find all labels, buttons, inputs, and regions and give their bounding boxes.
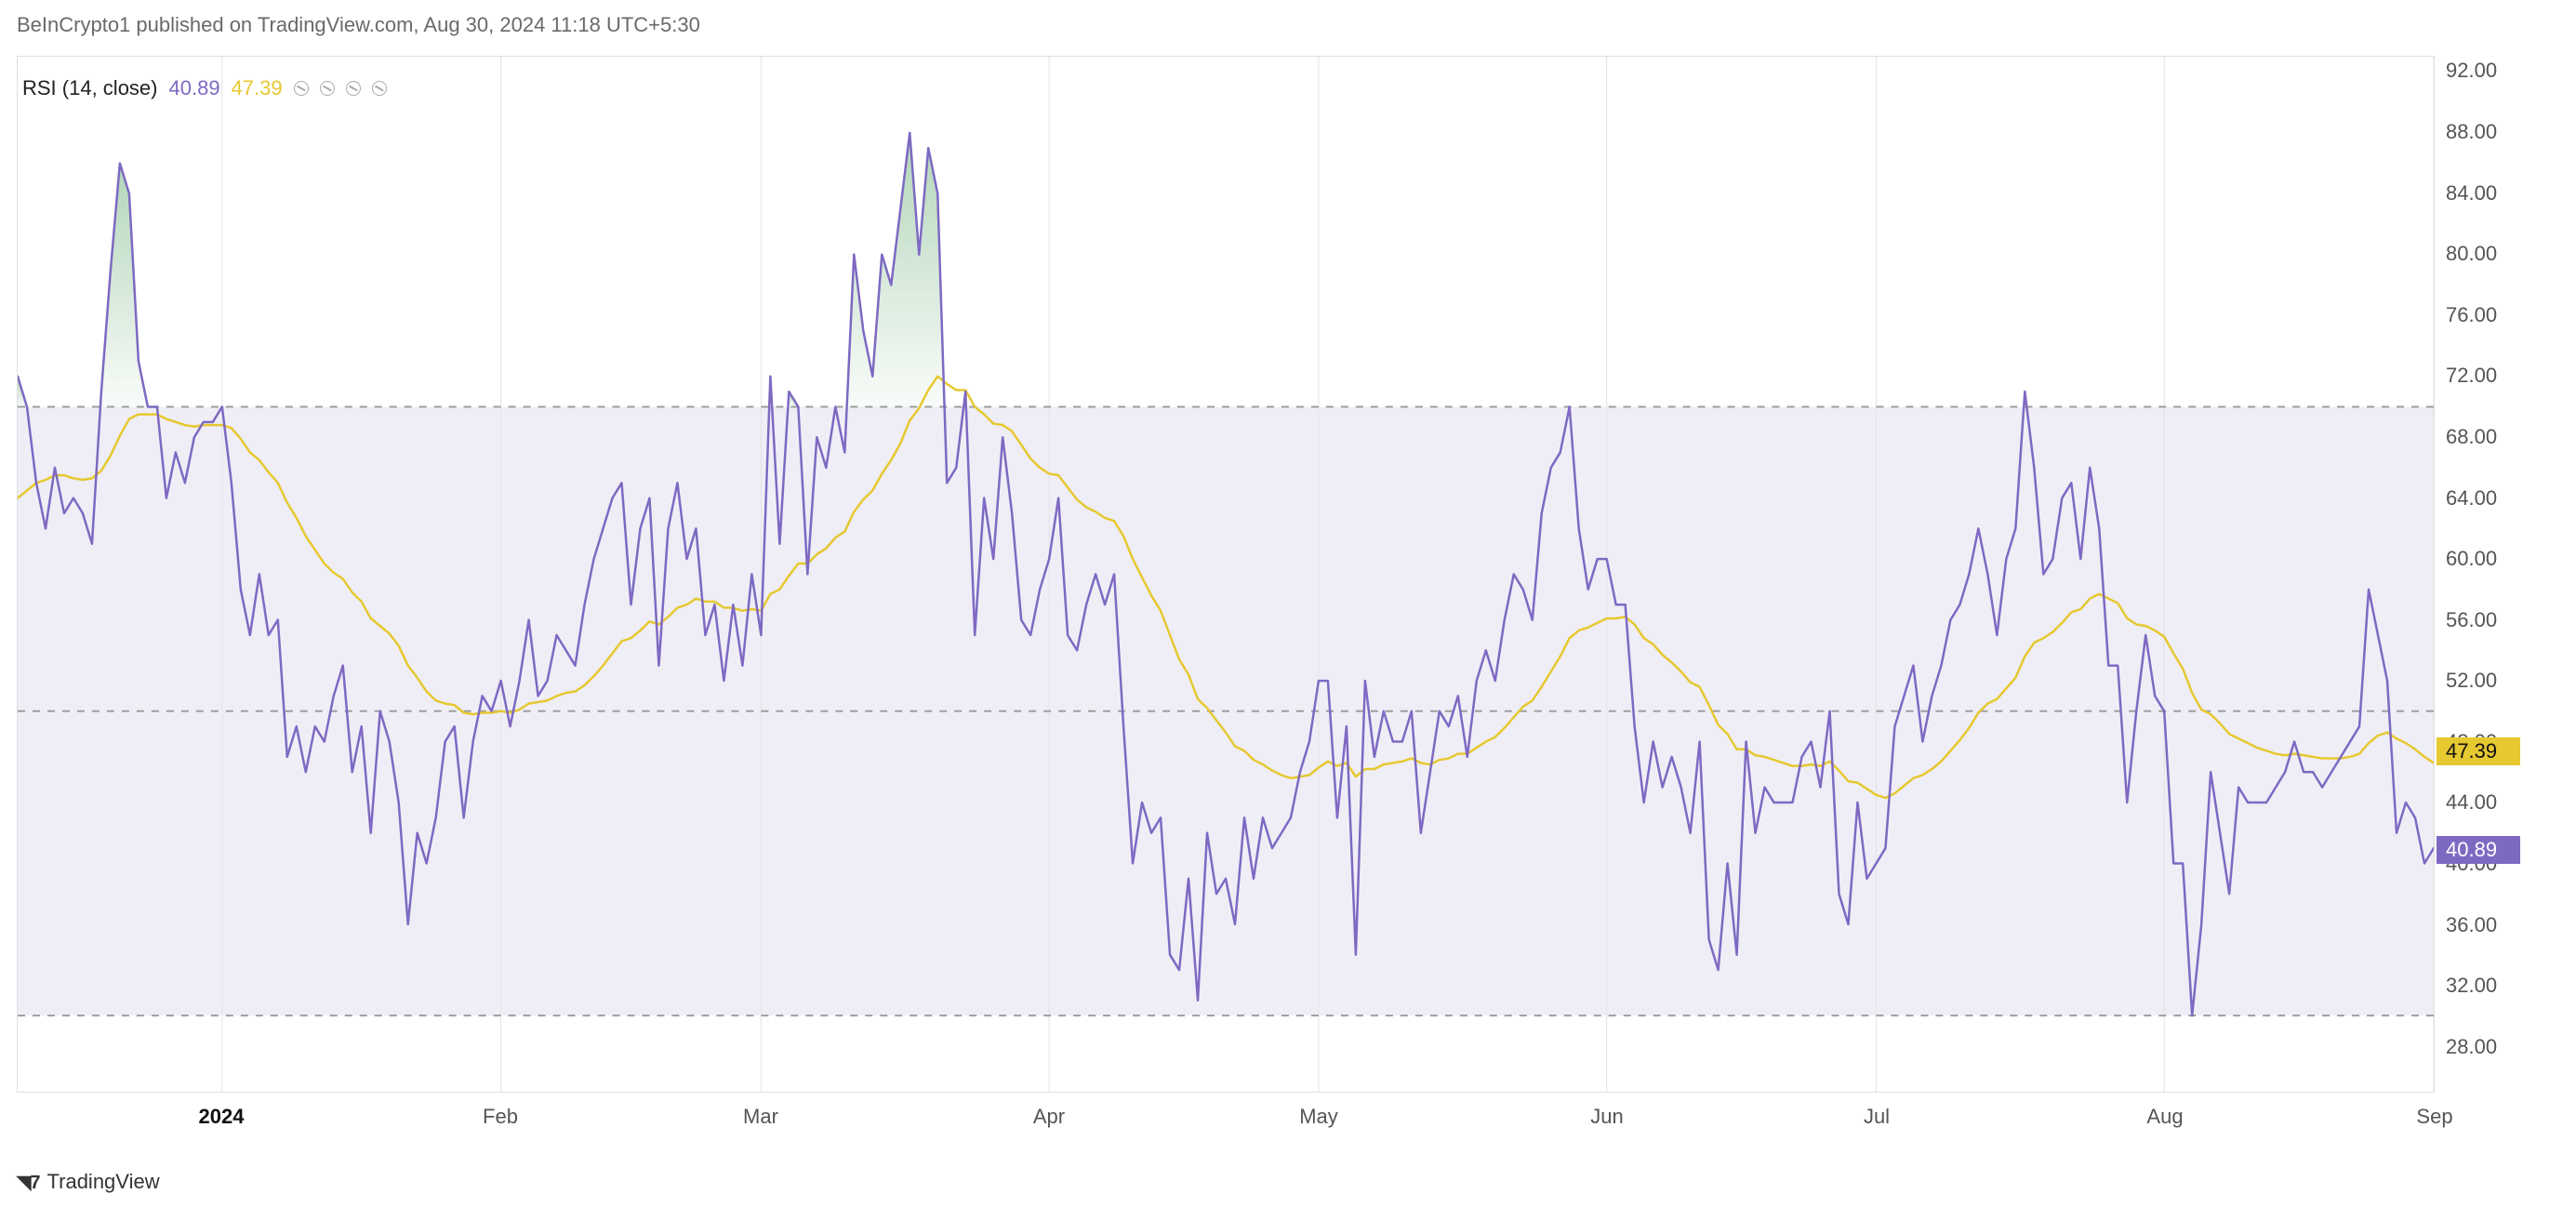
y-tick-label: 92.00	[2446, 59, 2497, 83]
legend-settings-icon	[372, 81, 387, 96]
x-tick-label: Sep	[2416, 1105, 2452, 1129]
y-tick-label: 80.00	[2446, 242, 2497, 266]
legend-title: RSI (14, close)	[22, 76, 158, 100]
y-tick-label: 64.00	[2446, 486, 2497, 511]
x-tick-label: Mar	[743, 1105, 778, 1129]
price-tag: 47.39	[2437, 737, 2520, 765]
x-tick-label: 2024	[199, 1105, 245, 1129]
x-tick-label: May	[1299, 1105, 1338, 1129]
legend-rsi-value: 40.89	[169, 76, 220, 100]
y-tick-label: 72.00	[2446, 364, 2497, 388]
y-tick-label: 88.00	[2446, 120, 2497, 144]
y-tick-label: 60.00	[2446, 547, 2497, 571]
chart-plot-area[interactable]	[17, 56, 2435, 1093]
price-tag: 40.89	[2437, 836, 2520, 864]
legend: RSI (14, close) 40.89 47.39	[22, 76, 387, 100]
y-tick-label: 32.00	[2446, 974, 2497, 998]
y-tick-label: 68.00	[2446, 425, 2497, 449]
legend-ma-value: 47.39	[232, 76, 283, 100]
x-tick-label: Apr	[1033, 1105, 1065, 1129]
branding-text: TradingView	[47, 1170, 160, 1194]
y-tick-label: 36.00	[2446, 913, 2497, 937]
x-tick-label: Aug	[2146, 1105, 2183, 1129]
x-tick-label: Jul	[1864, 1105, 1890, 1129]
legend-settings-icon	[346, 81, 361, 96]
y-tick-label: 84.00	[2446, 181, 2497, 206]
legend-settings-icon	[320, 81, 335, 96]
branding: ◥7 TradingView	[17, 1170, 160, 1194]
y-tick-label: 76.00	[2446, 303, 2497, 327]
y-tick-label: 28.00	[2446, 1035, 2497, 1059]
x-axis: 2024FebMarAprMayJunJulAugSep	[17, 1095, 2435, 1133]
y-tick-label: 44.00	[2446, 790, 2497, 815]
x-tick-label: Feb	[483, 1105, 518, 1129]
y-tick-label: 56.00	[2446, 608, 2497, 632]
legend-settings-icon	[294, 81, 309, 96]
x-tick-label: Jun	[1590, 1105, 1623, 1129]
tradingview-logo-icon: ◥7	[17, 1171, 40, 1194]
y-tick-label: 52.00	[2446, 669, 2497, 693]
publish-caption: BeInCrypto1 published on TradingView.com…	[17, 13, 700, 37]
y-axis: 28.0032.0036.0040.0044.0048.0052.0056.00…	[2437, 56, 2567, 1093]
chart-svg	[18, 57, 2434, 1092]
